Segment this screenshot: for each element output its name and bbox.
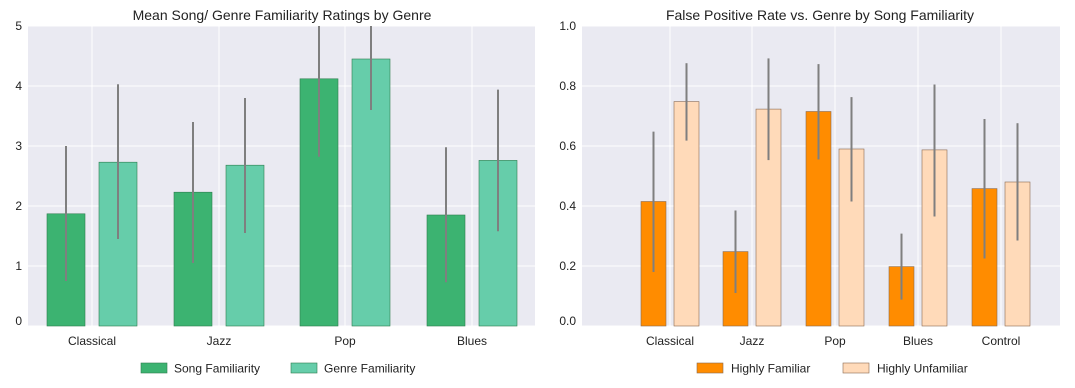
chart-1: 0 1 2 3 4 5 Classical Jazz Pop Blues Mean Song/ Ge… <box>15 7 535 376</box>
legend-swatch <box>696 362 724 374</box>
legend-label: Highly Familiar <box>731 362 810 376</box>
x-tick-label: Pop <box>824 334 846 348</box>
y-tick-label: 0.4 <box>559 199 576 213</box>
x-tick-label: Classical <box>68 334 116 348</box>
y-tick-label: 0.0 <box>559 314 576 328</box>
x-tick-label: Blues <box>457 334 487 348</box>
x-tick-label: Pop <box>334 334 356 348</box>
y-tick-label: 4 <box>15 79 22 93</box>
legend-swatch <box>290 362 318 374</box>
bar <box>673 101 700 327</box>
x-tick-label: Jazz <box>740 334 765 348</box>
y-tick-label: 0.2 <box>559 259 576 273</box>
y-tick-label: 1.0 <box>559 19 576 33</box>
x-tick-label: Classical <box>646 334 694 348</box>
bar <box>225 164 265 327</box>
chart-title: False Positive Rate vs. Genre by Song Fa… <box>666 7 974 23</box>
legend-swatch <box>140 362 168 374</box>
legend-label: Genre Familiarity <box>324 362 415 376</box>
y-tick-label: 5 <box>15 19 22 33</box>
legend-swatch <box>842 362 870 374</box>
legend-label: Highly Unfamiliar <box>877 362 968 376</box>
x-tick-label: Jazz <box>207 334 232 348</box>
legend: Song Familiarity Genre Familiarity <box>140 362 415 376</box>
chart-2: 0.0 0.2 0.4 0.6 0.8 1.0 Classical Jazz Pop Blues C… <box>559 7 1060 376</box>
y-tick-label: 1 <box>15 259 22 273</box>
x-tick-label: Control <box>982 334 1021 348</box>
y-tick-label: 2 <box>15 199 22 213</box>
y-tick-label: 0.8 <box>559 79 576 93</box>
legend: Highly Familiar Highly Unfamiliar <box>696 362 968 376</box>
y-tick-label: 3 <box>15 139 22 153</box>
x-tick-label: Blues <box>903 334 933 348</box>
chart-title: Mean Song/ Genre Familiarity Ratings by … <box>133 7 432 23</box>
legend-label: Song Familiarity <box>174 362 260 376</box>
y-tick-label: 0.6 <box>559 139 576 153</box>
y-tick-label: 0 <box>15 314 22 328</box>
